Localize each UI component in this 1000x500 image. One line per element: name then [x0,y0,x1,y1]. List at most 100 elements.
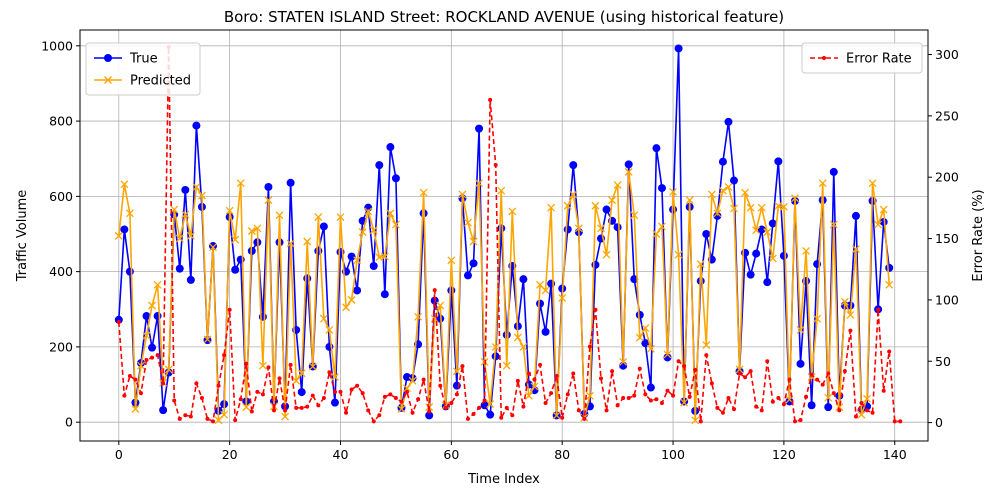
point-predicted [148,301,157,310]
point-predicted [475,179,484,188]
point-predicted [718,186,727,195]
y-axis-label: Traffic Volume [15,190,30,283]
point-error-rate [482,398,487,403]
point-predicted [857,410,866,419]
point-error-rate [493,162,498,167]
point-error-rate [388,392,393,397]
point-error-rate [532,377,537,382]
point-predicted [358,228,367,237]
point-error-rate [648,398,653,403]
point-error-rate [743,375,748,380]
point-error-rate [222,353,227,358]
point-predicted [419,188,428,197]
point-true [657,184,666,193]
point-predicted [619,358,628,366]
point-error-rate [698,419,703,424]
point-predicted [763,228,772,237]
point-error-rate [598,376,603,381]
point-predicted [851,245,860,254]
point-predicted [330,373,339,381]
point-true [375,161,384,170]
point-error-rate [842,369,847,374]
point-error-rate [549,391,554,396]
point-error-rate [321,396,326,401]
point-error-rate [715,405,720,410]
point-predicted [469,237,478,246]
legend-right: Error Rate [801,42,923,74]
point-predicted [292,376,301,385]
point-predicted [824,393,833,402]
point-error-rate [887,349,892,354]
point-predicted [447,256,456,265]
point-error-rate [249,409,254,414]
point-true [120,225,129,234]
y-tick-label: 200 [49,339,73,354]
x-tick-label: 140 [883,447,907,462]
legend-label-predicted: Predicted [130,74,191,89]
point-true [563,225,572,234]
point-true [630,275,639,284]
legend-left: True Predicted [85,42,201,96]
point-true [447,286,456,295]
point-error-rate [393,396,398,401]
point-error-rate [865,408,870,413]
point-true [391,174,400,183]
point-error-rate [338,389,343,394]
point-predicted [258,361,267,370]
y2-tick-label: 50 [935,354,951,369]
point-error-rate [593,307,598,312]
point-predicted [524,391,533,400]
point-error-rate [787,377,792,382]
point-error-rate [183,413,188,418]
point-error-rate [216,383,221,388]
point-error-rate [416,397,421,402]
point-error-rate [366,408,371,413]
point-error-rate [294,405,299,410]
plot-area [114,44,903,425]
point-error-rate [299,405,304,410]
point-error-rate [260,392,265,397]
point-predicted [757,203,766,212]
point-error-rate [604,408,609,413]
point-true [591,260,600,269]
point-error-rate [288,362,293,367]
point-predicted [702,341,711,349]
point-error-rate [820,382,825,387]
point-predicted [308,362,317,371]
point-error-rate [654,397,659,402]
point-true [829,167,838,176]
point-error-rate [881,388,886,393]
point-predicted [746,203,755,212]
point-error-rate [587,344,592,349]
point-true [181,185,190,194]
point-error-rate [798,418,803,423]
point-predicted [491,342,500,351]
point-predicted [552,411,561,420]
point-error-rate [693,367,698,372]
point-error-rate [776,396,781,401]
point-predicted [818,179,827,188]
point-true [652,144,661,153]
point-predicted [369,226,378,235]
point-true [297,388,306,397]
point-predicted [646,344,655,353]
point-error-rate [510,413,515,418]
point-error-rate [488,97,493,102]
point-predicted [768,254,777,263]
point-error-rate [576,408,581,413]
legend-label-true: True [129,52,158,67]
point-predicted [403,384,411,393]
point-true [768,219,777,228]
point-predicted [486,400,495,409]
y2-tick-label: 100 [935,292,959,307]
point-error-rate [316,403,321,408]
point-predicted [696,260,705,269]
point-error-rate [138,391,143,396]
point-predicted [879,205,888,214]
legend-marker-true [104,54,112,62]
legend-label-error-rate: Error Rate [846,52,912,67]
point-predicted [181,210,190,219]
point-true [746,270,755,279]
point-error-rate [349,387,354,392]
